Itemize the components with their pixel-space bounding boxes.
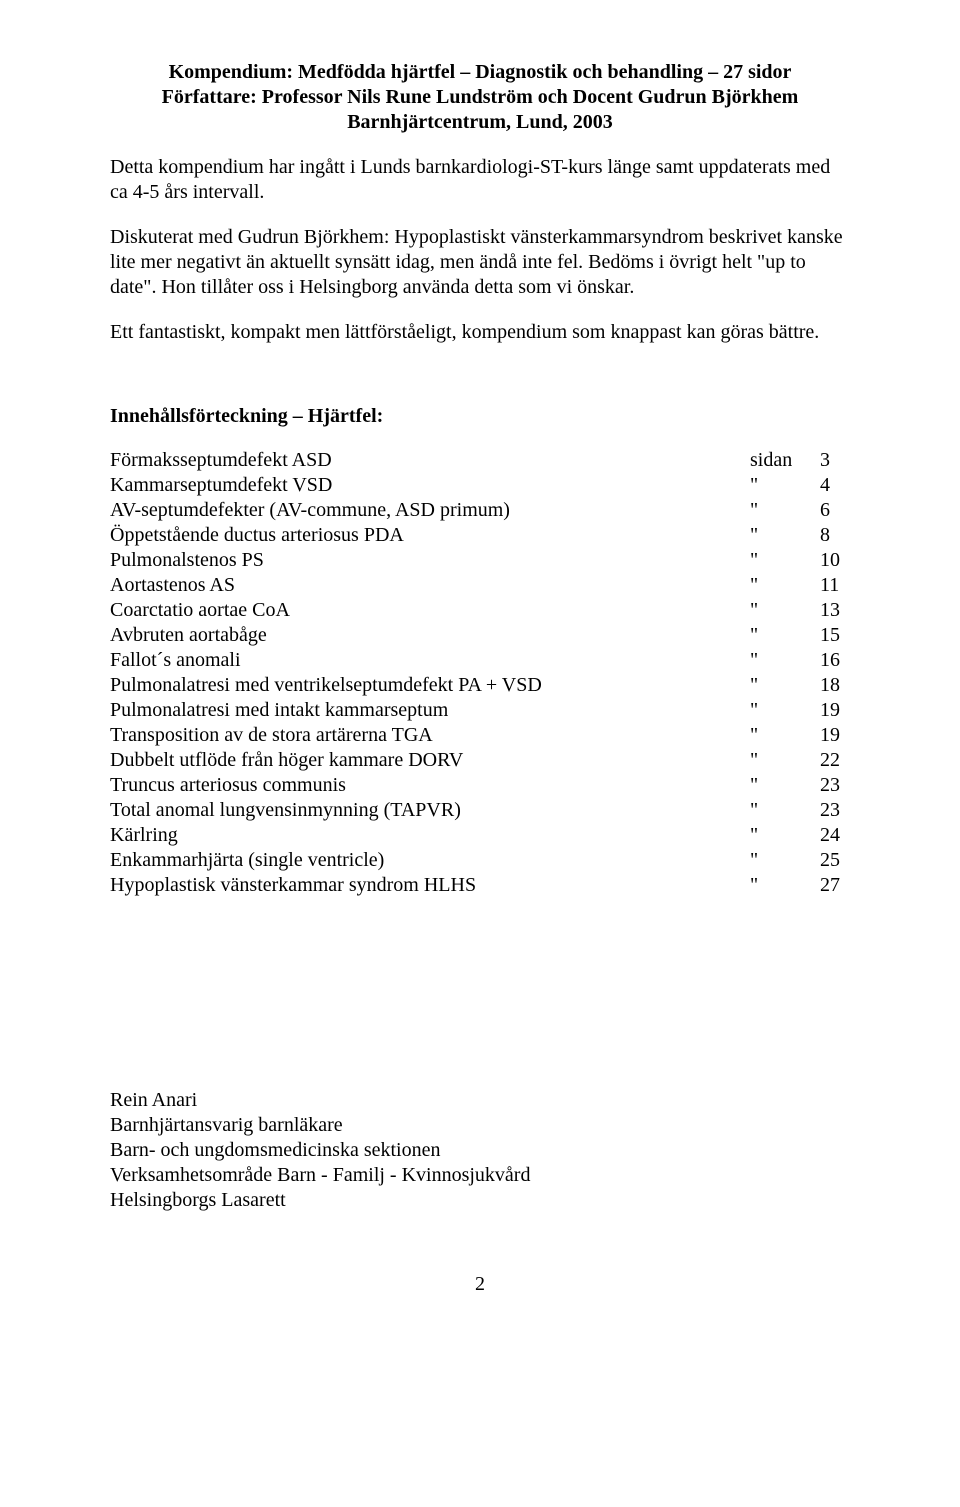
toc-label: Transposition av de stora artärerna TGA — [110, 723, 750, 748]
toc-mid: " — [750, 623, 820, 648]
toc-row: Aortastenos AS " 11 — [110, 573, 850, 598]
document-title: Kompendium: Medfödda hjärtfel – Diagnost… — [110, 60, 850, 135]
footer-line-3: Barn- och ungdomsmedicinska sektionen — [110, 1138, 850, 1163]
toc-label: Öppetstående ductus arteriosus PDA — [110, 523, 750, 548]
toc-page: 15 — [820, 623, 850, 648]
title-line-2: Författare: Professor Nils Rune Lundströ… — [110, 85, 850, 110]
footer-line-2: Barnhjärtansvarig barnläkare — [110, 1113, 850, 1138]
toc-page: 10 — [820, 548, 850, 573]
toc-label: Avbruten aortabåge — [110, 623, 750, 648]
toc-mid: " — [750, 673, 820, 698]
toc-row: Transposition av de stora artärerna TGA … — [110, 723, 850, 748]
toc-mid: " — [750, 548, 820, 573]
toc-heading: Innehållsförteckning – Hjärtfel: — [110, 405, 850, 428]
toc-row: Enkammarhjärta (single ventricle) " 25 — [110, 848, 850, 873]
document-page: Kompendium: Medfödda hjärtfel – Diagnost… — [0, 0, 960, 1336]
toc-page: 27 — [820, 873, 850, 898]
footer-line-4: Verksamhetsområde Barn - Familj - Kvinno… — [110, 1163, 850, 1188]
toc-page: 16 — [820, 648, 850, 673]
toc-page: 3 — [820, 448, 850, 473]
toc-mid: " — [750, 723, 820, 748]
toc-row: Dubbelt utflöde från höger kammare DORV … — [110, 748, 850, 773]
paragraph-1: Detta kompendium har ingått i Lunds barn… — [110, 155, 850, 205]
toc-mid: " — [750, 823, 820, 848]
toc: Förmaksseptumdefekt ASD sidan 3 Kammarse… — [110, 448, 850, 898]
toc-page: 22 — [820, 748, 850, 773]
toc-page: 8 — [820, 523, 850, 548]
toc-row: Avbruten aortabåge " 15 — [110, 623, 850, 648]
toc-page: 19 — [820, 723, 850, 748]
toc-page: 19 — [820, 698, 850, 723]
toc-row: Truncus arteriosus communis " 23 — [110, 773, 850, 798]
toc-page: 23 — [820, 798, 850, 823]
toc-row: Kammarseptumdefekt VSD " 4 — [110, 473, 850, 498]
title-line-1: Kompendium: Medfödda hjärtfel – Diagnost… — [110, 60, 850, 85]
toc-mid: " — [750, 873, 820, 898]
toc-mid: " — [750, 498, 820, 523]
toc-mid: " — [750, 773, 820, 798]
toc-row: Öppetstående ductus arteriosus PDA " 8 — [110, 523, 850, 548]
toc-mid: " — [750, 798, 820, 823]
toc-label: Pulmonalatresi med ventrikelseptumdefekt… — [110, 673, 750, 698]
toc-row: Total anomal lungvensinmynning (TAPVR) "… — [110, 798, 850, 823]
toc-label: Kammarseptumdefekt VSD — [110, 473, 750, 498]
footer-block: Rein Anari Barnhjärtansvarig barnläkare … — [110, 1088, 850, 1213]
toc-mid: " — [750, 848, 820, 873]
toc-page: 25 — [820, 848, 850, 873]
toc-label: Pulmonalstenos PS — [110, 548, 750, 573]
toc-row: Hypoplastisk vänsterkammar syndrom HLHS … — [110, 873, 850, 898]
toc-label: Total anomal lungvensinmynning (TAPVR) — [110, 798, 750, 823]
toc-mid: " — [750, 573, 820, 598]
toc-page: 11 — [820, 573, 850, 598]
toc-row: Pulmonalatresi med intakt kammarseptum "… — [110, 698, 850, 723]
toc-page: 4 — [820, 473, 850, 498]
toc-mid: " — [750, 598, 820, 623]
toc-page: 23 — [820, 773, 850, 798]
toc-mid: sidan — [750, 448, 820, 473]
toc-row: Pulmonalatresi med ventrikelseptumdefekt… — [110, 673, 850, 698]
toc-mid: " — [750, 748, 820, 773]
toc-label: Truncus arteriosus communis — [110, 773, 750, 798]
toc-mid: " — [750, 473, 820, 498]
toc-label: AV-septumdefekter (AV-commune, ASD primu… — [110, 498, 750, 523]
toc-page: 18 — [820, 673, 850, 698]
toc-row: AV-septumdefekter (AV-commune, ASD primu… — [110, 498, 850, 523]
page-number: 2 — [110, 1273, 850, 1296]
toc-page: 13 — [820, 598, 850, 623]
toc-label: Coarctatio aortae CoA — [110, 598, 750, 623]
toc-row: Förmaksseptumdefekt ASD sidan 3 — [110, 448, 850, 473]
toc-page: 24 — [820, 823, 850, 848]
toc-mid: " — [750, 523, 820, 548]
toc-label: Kärlring — [110, 823, 750, 848]
toc-label: Pulmonalatresi med intakt kammarseptum — [110, 698, 750, 723]
paragraph-3: Ett fantastiskt, kompakt men lättförståe… — [110, 320, 850, 345]
footer-line-5: Helsingborgs Lasarett — [110, 1188, 850, 1213]
toc-mid: " — [750, 648, 820, 673]
toc-row: Fallot´s anomali " 16 — [110, 648, 850, 673]
toc-page: 6 — [820, 498, 850, 523]
title-line-3: Barnhjärtcentrum, Lund, 2003 — [110, 110, 850, 135]
toc-label: Enkammarhjärta (single ventricle) — [110, 848, 750, 873]
toc-label: Dubbelt utflöde från höger kammare DORV — [110, 748, 750, 773]
toc-row: Pulmonalstenos PS " 10 — [110, 548, 850, 573]
toc-mid: " — [750, 698, 820, 723]
paragraph-2: Diskuterat med Gudrun Björkhem: Hypoplas… — [110, 225, 850, 300]
footer-line-1: Rein Anari — [110, 1088, 850, 1113]
toc-row: Coarctatio aortae CoA " 13 — [110, 598, 850, 623]
toc-label: Fallot´s anomali — [110, 648, 750, 673]
toc-row: Kärlring " 24 — [110, 823, 850, 848]
toc-label: Aortastenos AS — [110, 573, 750, 598]
toc-label: Hypoplastisk vänsterkammar syndrom HLHS — [110, 873, 750, 898]
toc-label: Förmaksseptumdefekt ASD — [110, 448, 750, 473]
